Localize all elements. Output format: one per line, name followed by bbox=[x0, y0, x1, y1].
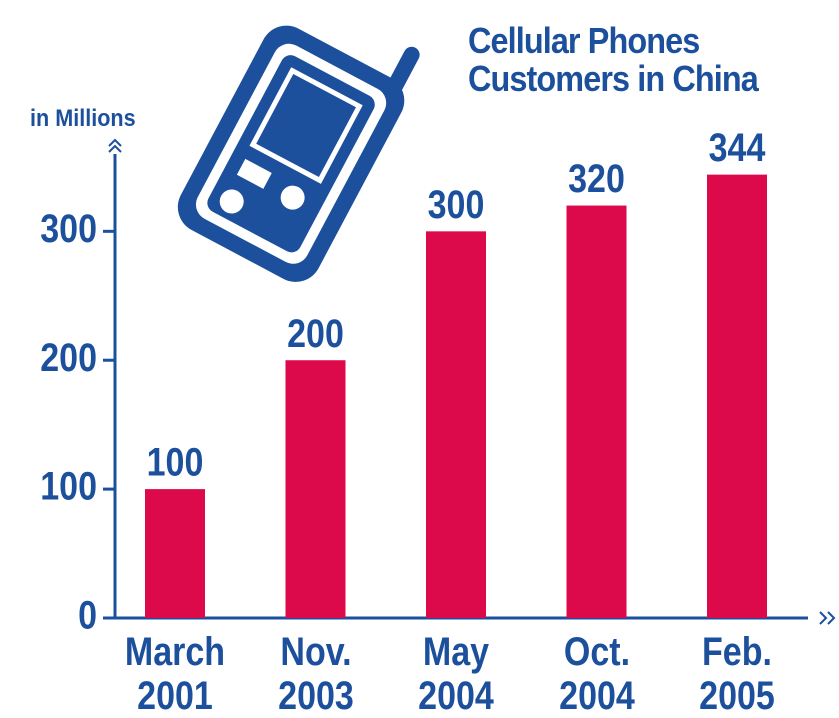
y-tick-label: 100 bbox=[40, 463, 97, 508]
bar bbox=[145, 489, 205, 618]
x-tick-label: Feb. 2005 bbox=[699, 630, 775, 718]
x-tick-label: May 2004 bbox=[418, 630, 494, 718]
x-tick-label: Oct. 2004 bbox=[558, 630, 635, 718]
x-tick-label: Nov. 2003 bbox=[277, 630, 354, 718]
value-label: 300 bbox=[428, 181, 485, 226]
y-tick-label: 0 bbox=[78, 592, 97, 637]
y-tick-label: 300 bbox=[40, 205, 97, 250]
y-axis-arrow bbox=[108, 138, 122, 147]
chart-title: Cellular Phones Customers in China bbox=[468, 20, 759, 99]
x-axis-arrow bbox=[819, 611, 828, 625]
value-label: 320 bbox=[568, 155, 625, 200]
y-tick-label: 200 bbox=[40, 334, 97, 379]
x-axis-arrow bbox=[827, 611, 836, 625]
bar bbox=[566, 205, 627, 619]
bar bbox=[285, 360, 346, 618]
y-axis-label: in Millions bbox=[30, 105, 136, 132]
value-label: 344 bbox=[709, 125, 766, 170]
y-axis-arrow bbox=[108, 144, 122, 153]
bar bbox=[426, 231, 486, 619]
bar bbox=[707, 174, 767, 618]
value-label: 100 bbox=[147, 439, 204, 484]
value-label: 200 bbox=[287, 310, 344, 355]
phone-icon bbox=[177, 25, 420, 282]
x-tick-label: March 2001 bbox=[124, 630, 226, 718]
